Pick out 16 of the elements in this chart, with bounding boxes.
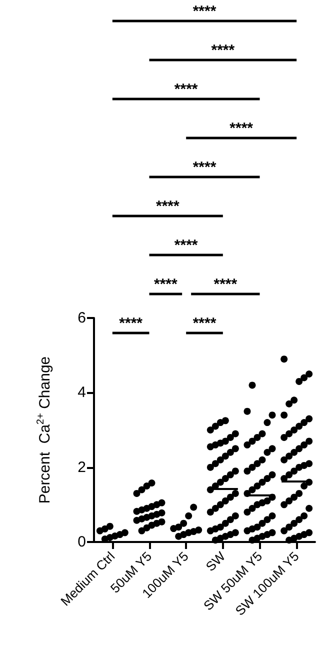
text: **** (192, 159, 216, 176)
y-axis-title: Percent Ca2+ Change (36, 356, 54, 504)
y-tick-label: 6 (78, 310, 86, 326)
annotation: **** (119, 315, 143, 332)
text: **** (230, 120, 254, 137)
y-tick-label: 0 (78, 534, 86, 550)
text: **** (174, 81, 198, 98)
y-tick-label: 2 (78, 458, 86, 476)
text: **** (174, 237, 198, 254)
annotation: **** (192, 315, 216, 332)
text: **** (214, 276, 238, 293)
text: **** (156, 198, 180, 215)
text: **** (211, 42, 235, 59)
y-tick-label: 4 (78, 384, 86, 402)
text: **** (192, 3, 216, 20)
text: **** (154, 276, 178, 293)
